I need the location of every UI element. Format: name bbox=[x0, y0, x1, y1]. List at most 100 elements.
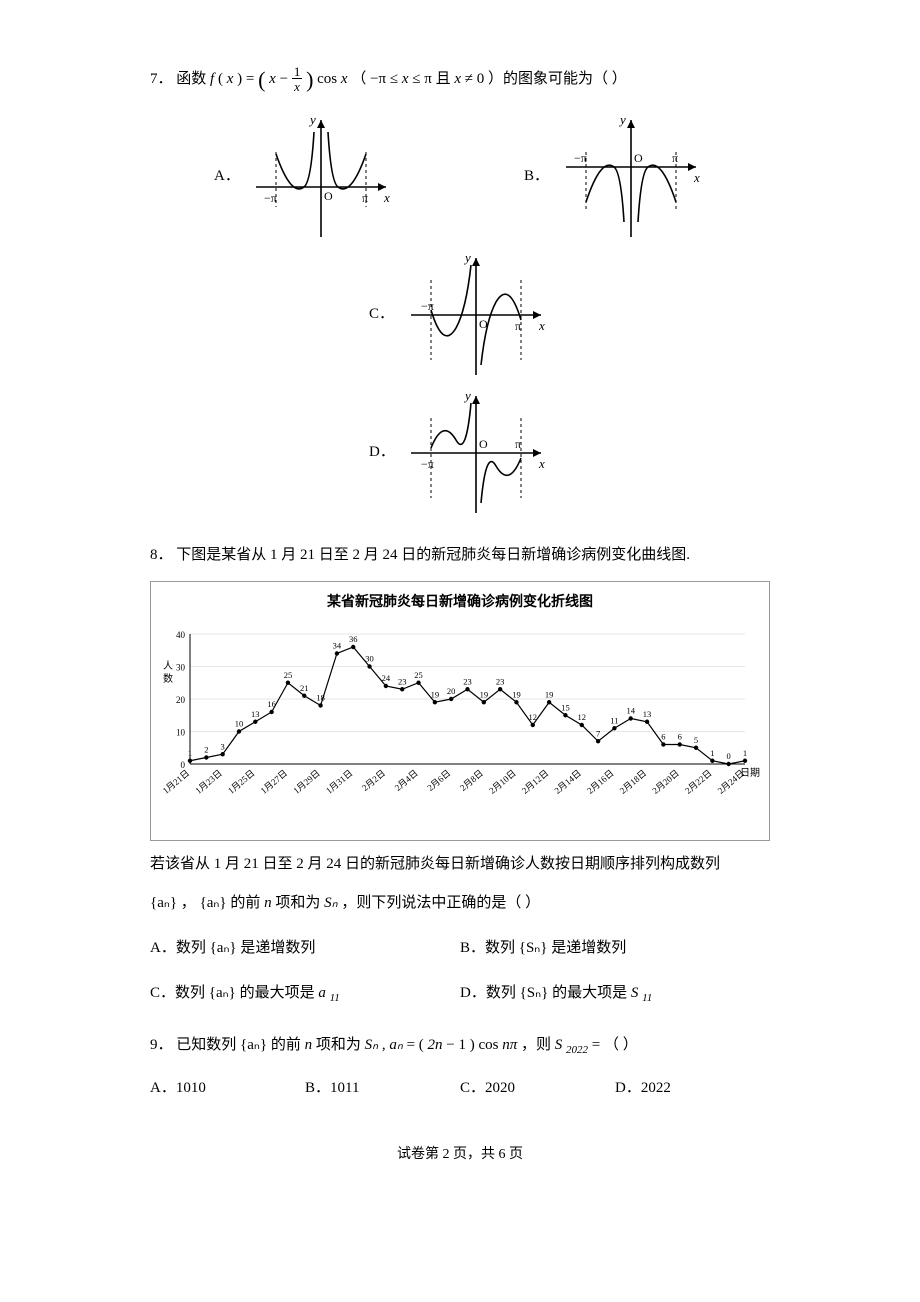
q7-negpi: −π ≤ bbox=[370, 71, 402, 87]
svg-text:24: 24 bbox=[382, 673, 391, 683]
q7-minus: − bbox=[280, 71, 292, 87]
svg-text:7: 7 bbox=[596, 728, 600, 738]
q7-paren1: ( bbox=[218, 71, 223, 87]
q8-t3-mid: 的前 bbox=[230, 895, 264, 911]
svg-text:12: 12 bbox=[578, 712, 587, 722]
q8-seq2: {aₙ} bbox=[200, 895, 227, 911]
graph-c-svg: x y O −π π bbox=[401, 250, 551, 380]
svg-text:12: 12 bbox=[529, 712, 538, 722]
q8-opts-row1: A．数列 {aₙ} 是递增数列 B．数列 {Sₙ} 是递增数列 bbox=[150, 935, 770, 962]
svg-text:2月6日: 2月6日 bbox=[425, 768, 452, 793]
q9-eq2: = （ ） bbox=[592, 1037, 638, 1053]
q7-x3: x bbox=[341, 71, 348, 87]
q7-graph-c: x y O −π π bbox=[401, 250, 551, 380]
q8-b-seq: {Sₙ} bbox=[519, 940, 548, 956]
q7-range-open: （ bbox=[351, 71, 366, 87]
svg-text:25: 25 bbox=[414, 670, 423, 680]
q9-s2022: 2022 bbox=[566, 1044, 588, 1056]
svg-text:25: 25 bbox=[284, 670, 293, 680]
svg-text:1月31日: 1月31日 bbox=[324, 768, 355, 796]
q7-lepi: ≤ π bbox=[412, 71, 432, 87]
q7-x2: x bbox=[269, 71, 276, 87]
svg-text:y: y bbox=[618, 112, 626, 127]
svg-text:2月18日: 2月18日 bbox=[618, 768, 649, 796]
q8-Sn: Sₙ bbox=[324, 895, 337, 911]
svg-text:14: 14 bbox=[626, 705, 635, 715]
q8-d-mid: 的最大项是 bbox=[552, 985, 631, 1001]
svg-text:23: 23 bbox=[463, 676, 472, 686]
graph-a-svg: x y O −π π bbox=[246, 112, 396, 242]
svg-text:1: 1 bbox=[710, 748, 714, 758]
q8-a-post: 是递增数列 bbox=[240, 940, 315, 956]
svg-text:1月23日: 1月23日 bbox=[193, 768, 224, 796]
svg-text:1月27日: 1月27日 bbox=[259, 768, 290, 796]
q7-frac-den: x bbox=[292, 79, 303, 95]
svg-text:16: 16 bbox=[267, 699, 276, 709]
q9-opt-a: A．1010 bbox=[150, 1075, 305, 1102]
svg-text:2月22日: 2月22日 bbox=[683, 768, 714, 796]
q9-seq: {aₙ} bbox=[240, 1037, 267, 1053]
svg-text:y: y bbox=[308, 112, 316, 127]
q8-c-mid: 的最大项是 bbox=[240, 985, 319, 1001]
q9-text: 9． 已知数列 {aₙ} 的前 n 项和为 Sₙ , aₙ = ( 2n − 1… bbox=[150, 1032, 770, 1061]
svg-text:19: 19 bbox=[431, 689, 440, 699]
svg-text:6: 6 bbox=[661, 731, 665, 741]
svg-text:6: 6 bbox=[678, 731, 682, 741]
svg-text:O: O bbox=[479, 317, 488, 331]
svg-text:2月10日: 2月10日 bbox=[487, 768, 518, 796]
svg-text:20: 20 bbox=[176, 695, 186, 705]
q9-opt-c: C．2020 bbox=[460, 1075, 615, 1102]
svg-text:13: 13 bbox=[251, 709, 260, 719]
svg-text:y: y bbox=[463, 250, 471, 265]
q8-opt-a: A．数列 {aₙ} 是递增数列 bbox=[150, 935, 460, 962]
svg-text:19: 19 bbox=[545, 689, 554, 699]
q8-c-a: a bbox=[318, 985, 326, 1001]
q9-then: ，则 bbox=[521, 1037, 555, 1053]
q8-t2-pre: 若该省从 1 月 21 日至 2 月 24 日的新冠肺炎每日新增确诊人数按日期顺… bbox=[150, 856, 720, 872]
q9-opt-d: D．2022 bbox=[615, 1075, 770, 1102]
svg-text:π: π bbox=[672, 151, 678, 165]
svg-text:13: 13 bbox=[643, 709, 652, 719]
q7-graph-d: x y O −π π bbox=[401, 388, 551, 518]
svg-text:2月8日: 2月8日 bbox=[458, 768, 485, 793]
svg-text:21: 21 bbox=[300, 683, 309, 693]
svg-text:15: 15 bbox=[561, 702, 570, 712]
q7-option-d: D． x y O −π π bbox=[369, 388, 551, 518]
q7-graph-a: x y O −π π bbox=[246, 112, 396, 242]
svg-text:23: 23 bbox=[398, 676, 407, 686]
svg-text:π: π bbox=[515, 319, 521, 333]
svg-text:3: 3 bbox=[221, 741, 225, 751]
graph-b-svg: x y O −π π bbox=[556, 112, 706, 242]
q8-comma: ， bbox=[181, 895, 196, 911]
q9-npi: nπ bbox=[502, 1037, 517, 1053]
q8-chart-title: 某省新冠肺炎每日新增确诊病例变化折线图 bbox=[155, 590, 765, 615]
q9-num: 9． bbox=[150, 1037, 173, 1053]
svg-text:1: 1 bbox=[188, 748, 192, 758]
q7-label-c: C． bbox=[369, 301, 395, 328]
q7-row-d: D． x y O −π π bbox=[150, 388, 770, 518]
q8-d-S: S bbox=[631, 985, 639, 1001]
q8-d-pre: D．数列 bbox=[460, 985, 516, 1001]
svg-text:40: 40 bbox=[176, 630, 186, 640]
q7-neq: ≠ 0 bbox=[465, 71, 484, 87]
q7-label-d: D． bbox=[369, 439, 395, 466]
question-7: 7． 函数 f ( x ) = ( x − 1 x ) cos x （ −π ≤… bbox=[150, 60, 770, 518]
q7-option-c: C． x y O −π π bbox=[369, 250, 551, 380]
svg-text:5: 5 bbox=[694, 735, 698, 745]
q7-rx2: x bbox=[454, 71, 461, 87]
q9-opt-b: B．1011 bbox=[305, 1075, 460, 1102]
q7-eq: = bbox=[246, 71, 258, 87]
q8-seq1: {aₙ} bbox=[150, 895, 177, 911]
q7-option-b: B． x y O −π π bbox=[524, 112, 706, 242]
q7-option-a: A． x y O −π π bbox=[214, 112, 396, 242]
svg-text:2月12日: 2月12日 bbox=[520, 768, 551, 796]
q7-f: f bbox=[210, 71, 214, 87]
question-9: 9． 已知数列 {aₙ} 的前 n 项和为 Sₙ , aₙ = ( 2n − 1… bbox=[150, 1032, 770, 1102]
svg-text:2月14日: 2月14日 bbox=[552, 768, 583, 796]
q9-n: n bbox=[305, 1037, 313, 1053]
svg-text:30: 30 bbox=[176, 662, 186, 672]
svg-text:2月20日: 2月20日 bbox=[650, 768, 681, 796]
svg-text:−π: −π bbox=[264, 191, 277, 205]
svg-text:36: 36 bbox=[349, 634, 358, 644]
q9-S: S bbox=[555, 1037, 563, 1053]
